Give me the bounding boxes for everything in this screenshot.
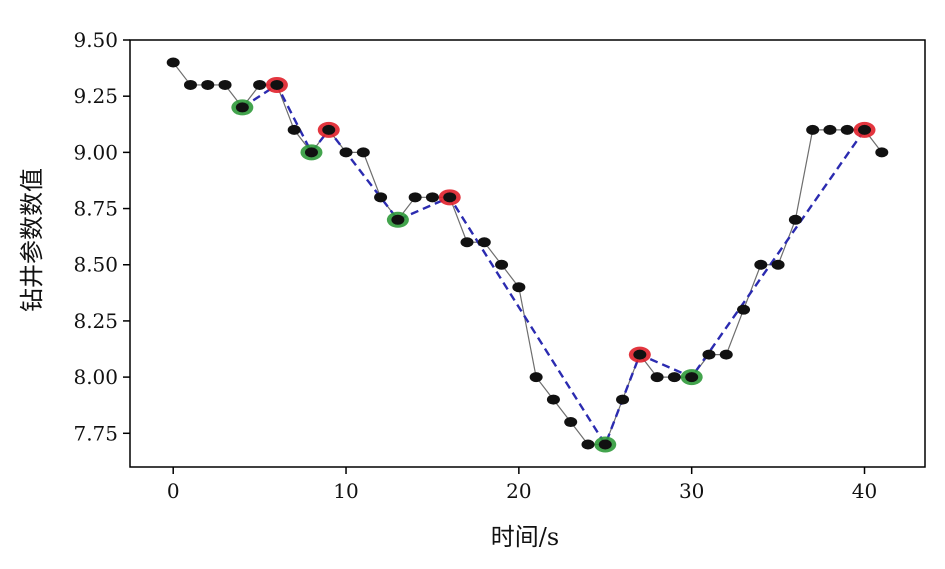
data-point	[201, 79, 215, 90]
data-point	[875, 147, 889, 158]
x-tick-label: 20	[506, 479, 531, 503]
data-point	[495, 259, 509, 270]
y-tick-label: 9.50	[73, 28, 118, 52]
data-point	[356, 147, 370, 158]
data-point	[304, 147, 318, 158]
x-tick-label: 40	[852, 479, 877, 503]
data-point	[771, 259, 785, 270]
data-point	[840, 124, 854, 135]
data-point	[287, 124, 301, 135]
series-line-raw	[172, 62, 883, 446]
data-point	[408, 192, 422, 203]
data-point	[460, 237, 474, 248]
y-axis-title: 钻井参数数值	[18, 168, 46, 312]
y-tick-label: 8.25	[73, 309, 118, 333]
x-tick-label: 30	[679, 479, 704, 503]
data-point	[650, 372, 664, 383]
data-point	[322, 124, 336, 135]
data-point	[443, 192, 457, 203]
data-point	[425, 192, 439, 203]
data-point	[546, 394, 560, 405]
plot-area-frame	[129, 39, 926, 468]
data-point	[529, 372, 543, 383]
data-point	[391, 214, 405, 225]
data-point	[858, 124, 872, 135]
data-point	[737, 304, 751, 315]
y-tick-label: 8.00	[73, 365, 118, 389]
data-point	[512, 282, 526, 293]
x-tick-label: 0	[167, 479, 180, 503]
data-point	[477, 237, 491, 248]
data-point	[719, 349, 733, 360]
data-point	[270, 79, 284, 90]
data-point	[806, 124, 820, 135]
data-point	[339, 147, 353, 158]
data-point	[218, 79, 232, 90]
data-point	[183, 79, 197, 90]
y-tick-label: 9.00	[73, 140, 118, 164]
data-point	[788, 214, 802, 225]
x-axis-title: 时间/s	[491, 523, 559, 551]
data-point	[616, 394, 630, 405]
y-tick-label: 8.50	[73, 253, 118, 277]
data-point	[374, 192, 388, 203]
data-point	[598, 439, 612, 450]
data-point	[581, 439, 595, 450]
data-point	[685, 372, 699, 383]
data-point	[702, 349, 716, 360]
data-point	[253, 79, 267, 90]
y-tick-label: 7.75	[73, 421, 118, 445]
series-line-dashed	[241, 83, 866, 448]
data-point	[235, 102, 249, 113]
x-tick-label: 10	[333, 479, 358, 503]
data-point	[754, 259, 768, 270]
data-point	[633, 349, 647, 360]
data-point	[823, 124, 837, 135]
data-point	[667, 372, 681, 383]
y-tick-label: 9.25	[73, 84, 118, 108]
y-tick-label: 8.75	[73, 197, 118, 221]
data-point	[166, 57, 180, 68]
data-point	[564, 417, 578, 428]
